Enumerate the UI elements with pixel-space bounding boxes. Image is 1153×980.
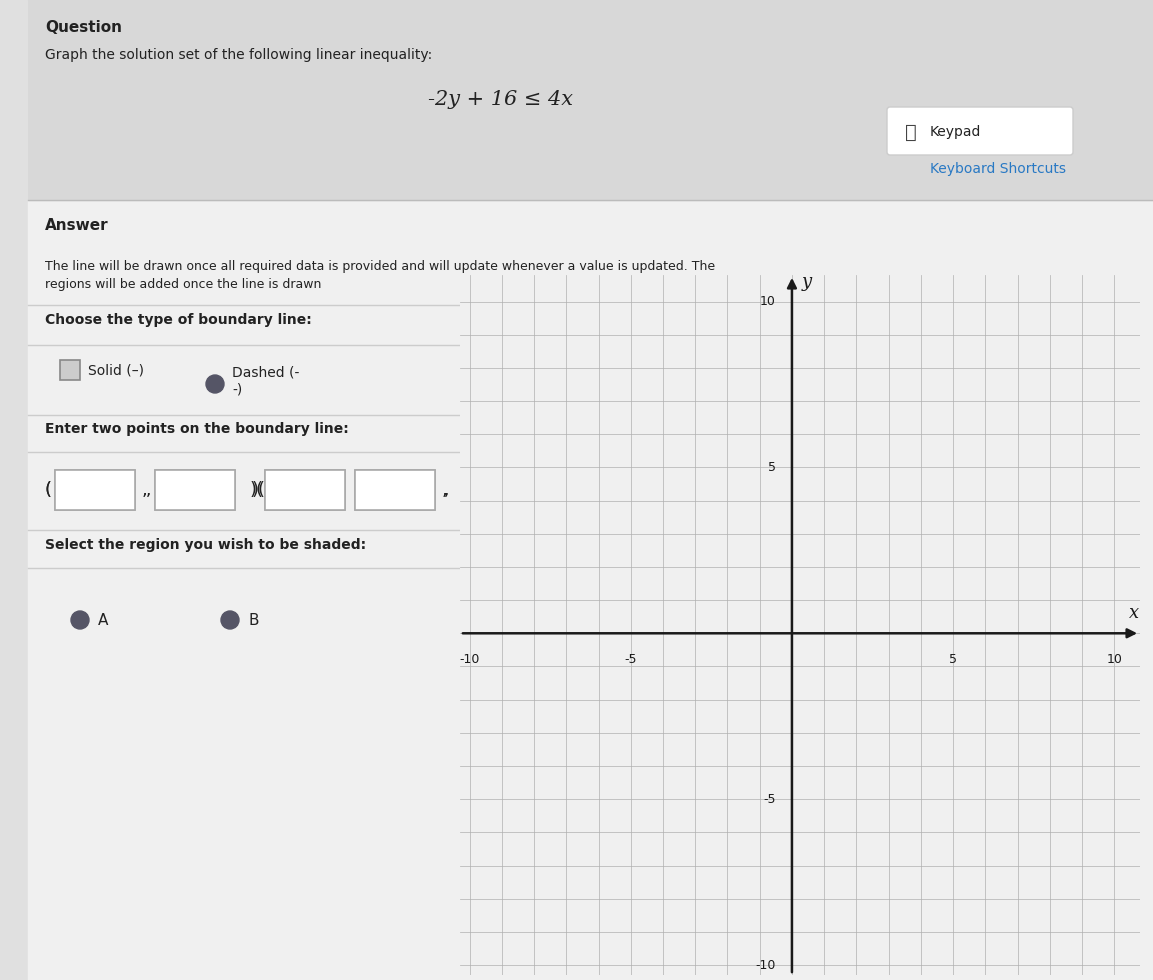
Text: x: x — [1129, 604, 1139, 621]
Text: Select the region you wish to be shaded:: Select the region you wish to be shaded: — [45, 538, 367, 552]
Text: Choose the type of boundary line:: Choose the type of boundary line: — [45, 313, 311, 327]
Text: Question: Question — [45, 20, 122, 35]
Text: Enter two points on the boundary line:: Enter two points on the boundary line: — [45, 422, 348, 436]
Text: ,: , — [438, 481, 450, 499]
Text: Keyboard Shortcuts: Keyboard Shortcuts — [930, 162, 1067, 176]
Text: -2y + 16 ≤ 4x: -2y + 16 ≤ 4x — [428, 90, 573, 109]
Circle shape — [71, 611, 89, 629]
Bar — [55, 470, 135, 510]
Text: ,: , — [140, 481, 151, 499]
Text: Keypad: Keypad — [930, 125, 981, 139]
Text: The line will be drawn once all required data is provided and will update whenev: The line will be drawn once all required… — [45, 260, 715, 273]
Text: -): -) — [232, 382, 242, 396]
Text: ,: , — [442, 481, 447, 499]
Bar — [55, 470, 135, 510]
Text: 10: 10 — [1106, 654, 1122, 666]
Text: 5: 5 — [949, 654, 957, 666]
Text: regions will be added once the line is drawn: regions will be added once the line is d… — [45, 278, 322, 291]
Bar — [155, 470, 235, 510]
Text: ,: , — [142, 481, 148, 499]
Text: y: y — [801, 272, 812, 291]
Text: (: ( — [44, 481, 51, 499]
Text: Solid (–): Solid (–) — [88, 363, 144, 377]
Bar — [355, 470, 435, 510]
Circle shape — [221, 611, 239, 629]
Text: )(: )( — [253, 481, 266, 499]
Text: )(: )( — [250, 481, 264, 499]
Text: -5: -5 — [625, 654, 638, 666]
Text: B: B — [248, 612, 258, 627]
Text: 5: 5 — [768, 461, 776, 474]
Bar — [265, 470, 345, 510]
Text: -5: -5 — [763, 793, 776, 806]
FancyBboxPatch shape — [887, 107, 1073, 155]
Text: 10: 10 — [760, 295, 776, 308]
Text: Dashed (-: Dashed (- — [232, 365, 300, 379]
Text: Graph the solution set of the following linear inequality:: Graph the solution set of the following … — [45, 48, 432, 62]
Text: ⧉: ⧉ — [905, 122, 917, 141]
Text: Answer: Answer — [45, 218, 108, 233]
Bar — [355, 470, 435, 510]
Text: (: ( — [44, 481, 51, 499]
Text: -10: -10 — [755, 958, 776, 971]
Bar — [28, 0, 1153, 200]
Text: A: A — [98, 612, 108, 627]
Bar — [155, 470, 235, 510]
Circle shape — [206, 375, 224, 393]
Text: -10: -10 — [460, 654, 480, 666]
Bar — [265, 470, 345, 510]
Bar — [60, 360, 80, 380]
